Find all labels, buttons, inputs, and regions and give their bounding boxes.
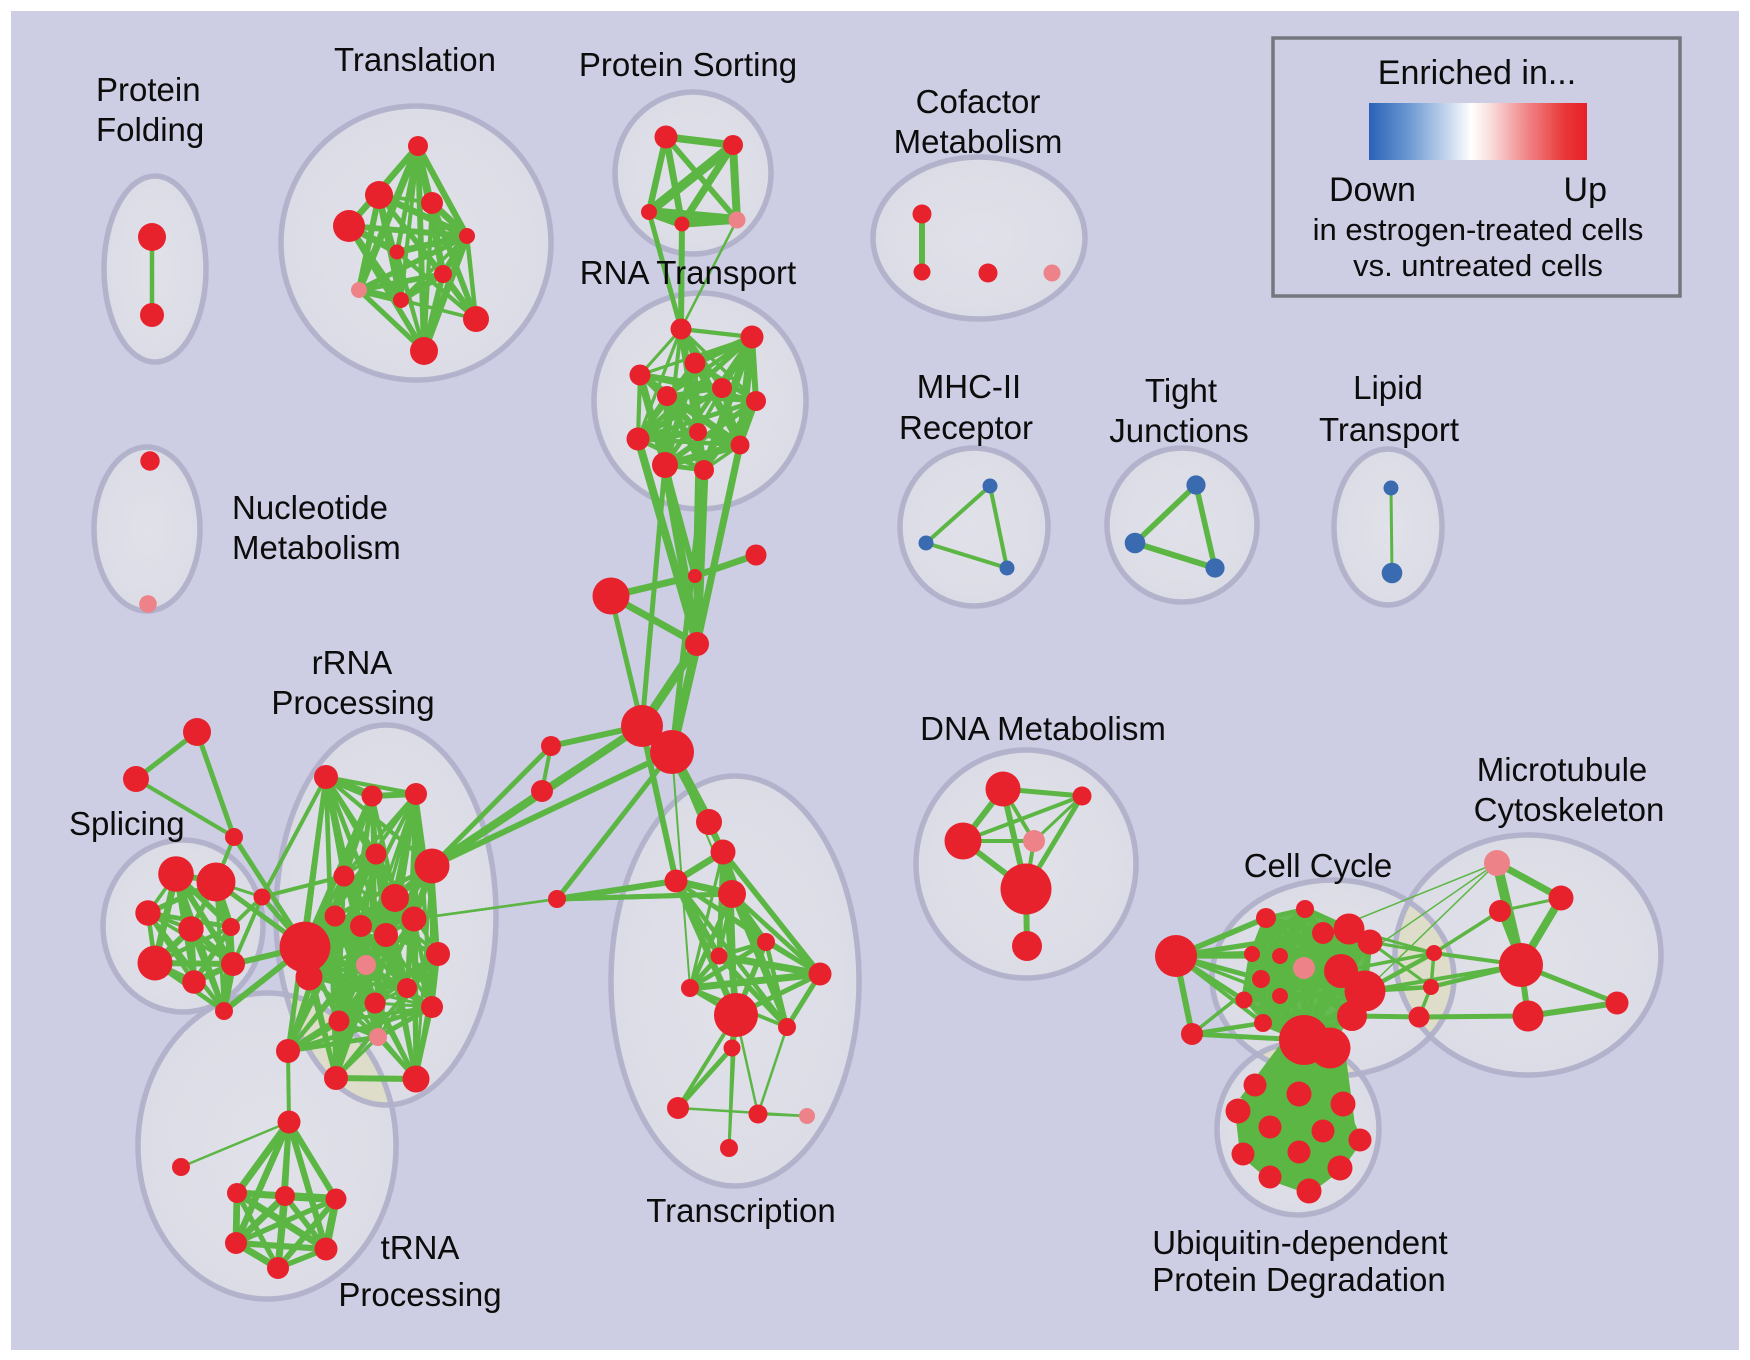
svg-text:Splicing: Splicing [69, 805, 185, 842]
svg-text:MHC-II: MHC-II [917, 368, 1021, 405]
svg-text:Nucleotide: Nucleotide [232, 489, 388, 526]
svg-text:Cofactor: Cofactor [916, 83, 1041, 120]
svg-text:RNA Transport: RNA Transport [580, 254, 796, 291]
svg-text:vs. untreated cells: vs. untreated cells [1353, 248, 1603, 283]
svg-text:Microtubule: Microtubule [1477, 751, 1648, 788]
svg-text:Processing: Processing [271, 684, 434, 721]
svg-text:rRNA: rRNA [312, 644, 393, 681]
svg-text:Enriched in...: Enriched in... [1378, 54, 1576, 92]
svg-text:Processing: Processing [338, 1276, 501, 1313]
svg-text:Cytoskeleton: Cytoskeleton [1474, 791, 1665, 828]
svg-text:Folding: Folding [96, 111, 204, 148]
svg-text:Transcription: Transcription [646, 1192, 836, 1229]
svg-text:Protein Sorting: Protein Sorting [579, 46, 797, 83]
svg-text:in estrogen-treated cells: in estrogen-treated cells [1313, 212, 1644, 247]
svg-text:Cell Cycle: Cell Cycle [1244, 847, 1393, 884]
svg-text:Lipid: Lipid [1353, 369, 1423, 406]
svg-text:Down: Down [1329, 171, 1416, 209]
svg-text:Metabolism: Metabolism [232, 529, 401, 566]
svg-text:Metabolism: Metabolism [894, 123, 1063, 160]
svg-text:Ubiquitin-dependent: Ubiquitin-dependent [1152, 1224, 1447, 1261]
svg-text:Transport: Transport [1319, 411, 1459, 448]
svg-text:Receptor: Receptor [899, 409, 1033, 446]
svg-text:Translation: Translation [334, 41, 496, 78]
svg-text:tRNA: tRNA [381, 1229, 460, 1266]
svg-text:Protein Degradation: Protein Degradation [1152, 1261, 1446, 1298]
svg-text:DNA Metabolism: DNA Metabolism [920, 710, 1166, 747]
svg-text:Junctions: Junctions [1109, 412, 1248, 449]
svg-text:Up: Up [1564, 171, 1607, 209]
svg-text:Protein: Protein [96, 71, 201, 108]
svg-text:Tight: Tight [1145, 372, 1217, 409]
